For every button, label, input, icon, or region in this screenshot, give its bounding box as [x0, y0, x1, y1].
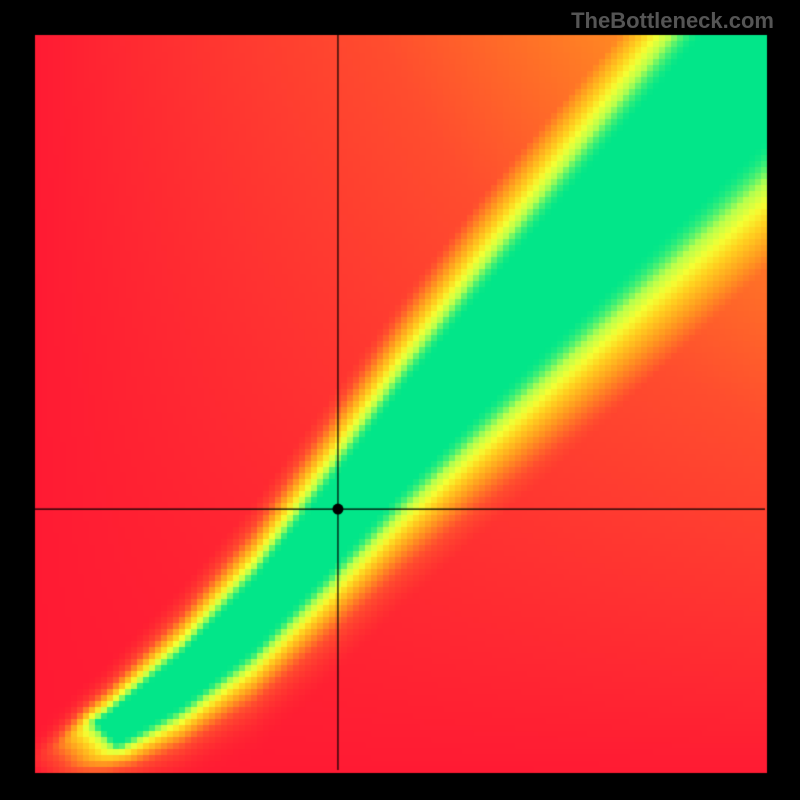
bottleneck-heatmap	[0, 0, 800, 800]
watermark-text: TheBottleneck.com	[571, 8, 774, 34]
chart-container: TheBottleneck.com	[0, 0, 800, 800]
